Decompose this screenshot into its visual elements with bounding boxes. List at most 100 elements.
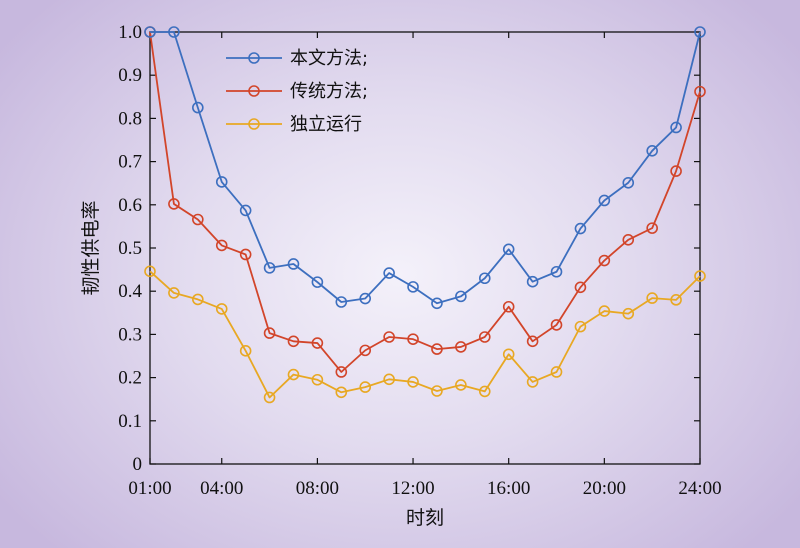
data-point [598,305,611,317]
data-point [622,176,635,189]
x-tick-label: 01:00 [128,478,171,499]
series-line [149,270,701,399]
data-point [526,376,539,388]
data-point [478,385,491,398]
data-point [192,213,204,226]
legend-label: 传统方法; [290,81,368,102]
data-point [526,335,539,348]
data-point [431,297,443,310]
data-point [694,270,706,282]
data-point [502,348,515,361]
data-point [359,381,372,393]
data-point [622,307,635,320]
data-point [455,290,467,303]
x-tick-label: 12:00 [391,478,434,499]
data-point [646,292,658,304]
x-tick-label: 24:00 [678,478,721,499]
legend-marker [248,85,260,97]
data-point [526,275,539,288]
data-point [383,373,395,386]
data-point [168,198,180,210]
y-axis-title: 韧性供电率 [80,200,102,295]
legend-label: 本文方法; [290,48,368,69]
data-point [646,145,658,157]
data-point [263,262,276,274]
data-point [502,243,515,256]
data-point [383,331,395,343]
legend-marker [248,118,260,130]
data-point [407,376,419,388]
y-tick-label: 0.4 [118,281,142,302]
legend-marker [248,52,260,64]
data-point [670,165,682,177]
y-tick-label: 0.5 [118,238,142,259]
data-point [694,85,706,98]
data-point [550,265,563,278]
data-point [383,267,395,279]
data-point [574,281,587,294]
y-tick-label: 0.3 [118,324,142,345]
data-point [215,303,228,315]
data-point [550,319,563,331]
axis-ticks: 0 0.1 0.2 0.3 0.4 0.5 0.6 0.7 0.8 0.9 1.0 01:00 04:0… [118,22,721,499]
y-tick-label: 0.8 [118,108,142,129]
data-point [335,366,348,378]
x-axis-title: 时刻 [406,507,444,529]
data-point [407,333,419,345]
data-point [431,385,443,397]
data-point [215,239,228,252]
data-point [646,222,658,234]
y-tick-label: 0.9 [118,65,142,86]
data-point [574,222,587,235]
data-point [670,121,682,134]
data-point [287,335,300,348]
y-tick-label: 0 [133,454,143,475]
data-point [311,337,324,349]
data-point [455,341,467,353]
data-point [311,373,324,386]
data-point [263,327,276,339]
data-point [455,379,467,391]
legend-label: 独立运行 [290,114,362,135]
y-tick-label: 0.6 [118,195,142,216]
series-line [150,31,701,305]
data-point [287,258,300,270]
x-tick-label: 08:00 [296,478,339,499]
data-point [502,300,515,313]
y-tick-label: 1.0 [118,22,142,43]
legend: 本文方法; 传统方法; 独立运行 [226,48,368,135]
data-point [359,292,372,305]
data-point [598,194,611,207]
data-point [694,26,706,38]
data-point [263,391,276,404]
y-tick-label: 0.7 [118,152,142,173]
data-point [431,343,443,355]
data-point [168,26,180,38]
data-point [239,204,252,217]
data-point [670,294,682,306]
series-layer [144,26,706,404]
data-point [598,254,611,267]
data-point [478,331,491,343]
data-point [311,276,324,288]
x-tick-label: 20:00 [583,478,626,499]
data-point [550,366,563,378]
data-point [622,233,635,246]
y-tick-label: 0.1 [118,411,142,432]
data-point [407,281,419,293]
x-tick-label: 16:00 [487,478,530,499]
data-point [239,345,252,357]
data-point [192,101,204,114]
data-point [239,248,252,261]
data-point [144,265,156,278]
y-tick-label: 0.2 [118,368,142,389]
series-line [149,31,701,373]
data-point [192,293,204,306]
data-point [359,344,372,357]
data-point [478,272,491,285]
data-point [287,368,300,381]
data-point [335,386,348,399]
data-point [574,320,587,333]
data-point [335,296,348,308]
